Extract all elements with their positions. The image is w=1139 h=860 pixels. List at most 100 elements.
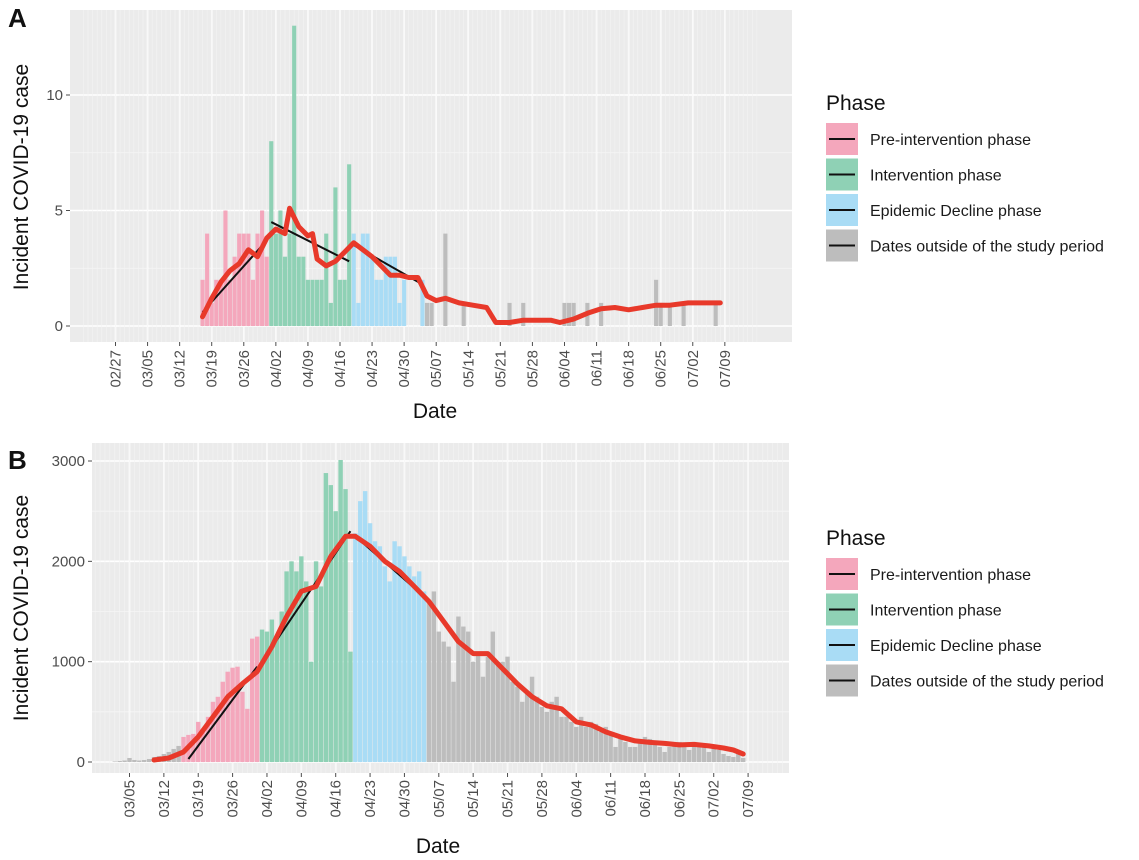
x-tick-label: 03/12 [172, 350, 189, 388]
bar-outside [672, 743, 677, 762]
bar-pre [225, 671, 230, 762]
x-tick-label: 05/14 [465, 780, 482, 818]
bar-pre [230, 667, 235, 762]
bar-intervention [348, 651, 353, 762]
x-tick-label: 07/09 [717, 350, 734, 388]
x-tick-label: 06/04 [568, 780, 585, 818]
x-tick-label: 04/16 [332, 350, 349, 388]
bar-outside [691, 741, 697, 762]
bar-decline [397, 546, 402, 762]
x-tick-label: 07/02 [706, 780, 723, 818]
bar-pre [250, 279, 256, 326]
bar-outside [593, 723, 599, 762]
bar-outside [637, 741, 643, 762]
x-tick-label: 04/02 [268, 350, 285, 388]
x-tick-label: 03/05 [140, 350, 157, 388]
bar-outside [132, 759, 137, 762]
bar-intervention [294, 571, 299, 762]
bar-outside [628, 746, 633, 762]
x-tick-label: 05/07 [428, 350, 445, 388]
bar-pre [240, 691, 245, 762]
x-tick-label: 04/23 [364, 350, 381, 388]
bar-outside [721, 753, 726, 762]
bar-decline [372, 541, 378, 762]
bar-outside [521, 302, 526, 326]
bar-pre [264, 256, 269, 326]
bar-outside [642, 736, 648, 762]
panel-a-x-axis-title: Date [413, 400, 457, 423]
x-tick-label: 03/19 [190, 780, 207, 818]
bar-outside [534, 696, 540, 762]
x-tick-label: 07/09 [740, 780, 757, 818]
bar-outside [426, 601, 432, 762]
bar-decline [407, 566, 412, 762]
bar-intervention [299, 556, 304, 762]
bar-outside [706, 751, 712, 762]
bar-pre [205, 716, 211, 762]
bar-pre [196, 721, 201, 762]
bar-outside [524, 691, 530, 762]
x-tick-label: 05/28 [524, 350, 541, 388]
bar-decline [383, 256, 388, 326]
bar-intervention [310, 279, 315, 326]
panel-b-smoothed-line [151, 533, 746, 763]
bar-decline [360, 233, 365, 326]
y-tick-label: 0 [55, 318, 63, 335]
bar-outside [461, 626, 466, 762]
x-tick-label: 05/21 [492, 350, 509, 388]
bar-pre [255, 233, 260, 326]
bar-outside [480, 676, 486, 762]
bar-decline [358, 501, 363, 762]
panel-a-gridlines [70, 10, 792, 342]
panel-a-x-ticks: 02/27 03/05 03/12 03/19 03/26 04/02 04/09 04/16… [108, 342, 734, 388]
bar-outside [662, 751, 667, 762]
bar-outside [436, 631, 442, 762]
bar-outside [137, 760, 142, 762]
bar-outside [731, 756, 736, 762]
bar-outside [515, 686, 520, 762]
bar-outside [466, 631, 471, 762]
bar-outside [583, 726, 589, 762]
x-tick-label: 06/11 [603, 780, 620, 816]
bar-intervention [323, 473, 329, 762]
bar-intervention [338, 460, 343, 762]
bar-pre [200, 728, 206, 762]
bar-pre [260, 210, 265, 326]
bar-pre [214, 279, 219, 326]
bar-intervention [296, 256, 301, 326]
panel-a-smoothed-line [200, 205, 723, 325]
bar-outside [505, 656, 510, 762]
x-tick-label: 04/02 [259, 780, 276, 818]
panel-a-legend: Phase Pre-intervention phase Intervention… [826, 92, 1104, 262]
legend-label: Epidemic Decline phase [870, 203, 1042, 220]
bar-intervention [319, 279, 324, 326]
bar-outside [112, 761, 117, 762]
bar-pre [246, 233, 251, 326]
legend-label: Pre-intervention phase [870, 567, 1031, 584]
bar-outside [495, 661, 500, 762]
x-tick-label: 04/09 [293, 780, 310, 818]
bar-outside [529, 676, 535, 762]
bar-intervention [305, 279, 310, 326]
bar-decline [397, 302, 402, 326]
bar-decline [370, 256, 375, 326]
bar-decline [416, 571, 422, 762]
bar-decline [356, 302, 361, 326]
bar-intervention [282, 256, 288, 326]
x-tick-label: 06/04 [556, 350, 573, 388]
bar-decline [379, 279, 384, 326]
bar-decline [421, 591, 427, 762]
bar-outside [677, 741, 682, 762]
bar-pre [235, 666, 240, 762]
y-tick-label: 10 [46, 87, 63, 104]
bar-outside [618, 736, 623, 762]
bar-outside [716, 749, 721, 762]
bar-outside [122, 760, 127, 762]
bar-decline [420, 279, 425, 326]
bar-outside [599, 302, 604, 326]
y-tick-label: 3000 [52, 453, 85, 470]
bar-outside [682, 746, 687, 762]
bar-intervention [301, 256, 306, 326]
bar-pre [254, 636, 260, 762]
